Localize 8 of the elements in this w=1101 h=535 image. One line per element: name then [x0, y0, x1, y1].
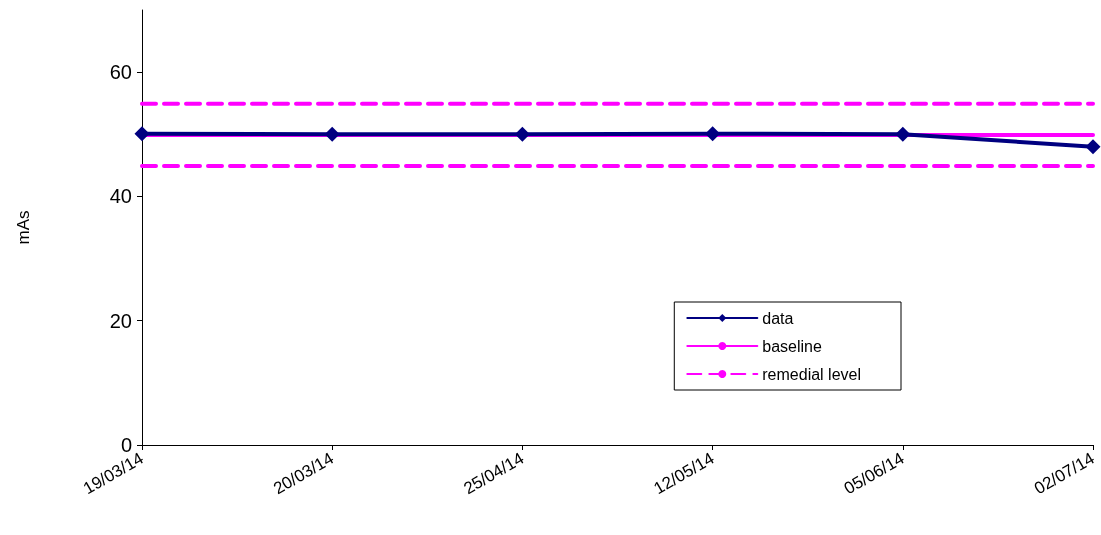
legend-label: data	[762, 309, 794, 327]
y-tick-label: 60	[109, 61, 132, 84]
y-tick-label: 0	[120, 434, 132, 456]
legend-label: baseline	[762, 337, 822, 355]
legend-label: remedial level	[762, 365, 862, 383]
y-tick-label: 20	[109, 309, 132, 332]
y-axis-title: mAs	[14, 210, 33, 245]
y-tick-label: 40	[109, 185, 132, 208]
